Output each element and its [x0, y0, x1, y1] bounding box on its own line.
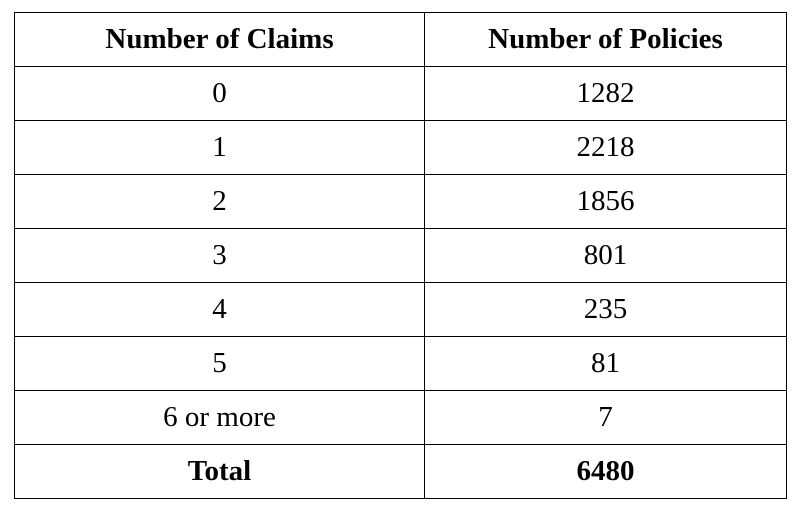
header-row: Number of Claims Number of Policies — [14, 12, 787, 67]
policies-cell: 801 — [424, 228, 787, 283]
table-row: 3 801 — [14, 228, 787, 283]
policies-cell: 1856 — [424, 174, 787, 229]
policies-cell: 7 — [424, 390, 787, 445]
table-row: 4 235 — [14, 282, 787, 337]
header-number-of-policies: Number of Policies — [424, 12, 787, 67]
policies-cell: 235 — [424, 282, 787, 337]
table-row: 5 81 — [14, 336, 787, 391]
claims-cell: 5 — [14, 336, 425, 391]
table-row: 1 2218 — [14, 120, 787, 175]
claims-cell: 4 — [14, 282, 425, 337]
total-value: 6480 — [424, 444, 787, 499]
policies-cell: 81 — [424, 336, 787, 391]
claims-cell: 3 — [14, 228, 425, 283]
table-row: 0 1282 — [14, 66, 787, 121]
policies-cell: 2218 — [424, 120, 787, 175]
total-label: Total — [14, 444, 425, 499]
claims-cell: 6 or more — [14, 390, 425, 445]
total-row: Total 6480 — [14, 444, 787, 499]
claims-cell: 1 — [14, 120, 425, 175]
claims-table: Number of Claims Number of Policies 0 12… — [14, 12, 787, 499]
claims-cell: 2 — [14, 174, 425, 229]
policies-cell: 1282 — [424, 66, 787, 121]
table-row: 6 or more 7 — [14, 390, 787, 445]
header-number-of-claims: Number of Claims — [14, 12, 425, 67]
table-row: 2 1856 — [14, 174, 787, 229]
claims-cell: 0 — [14, 66, 425, 121]
